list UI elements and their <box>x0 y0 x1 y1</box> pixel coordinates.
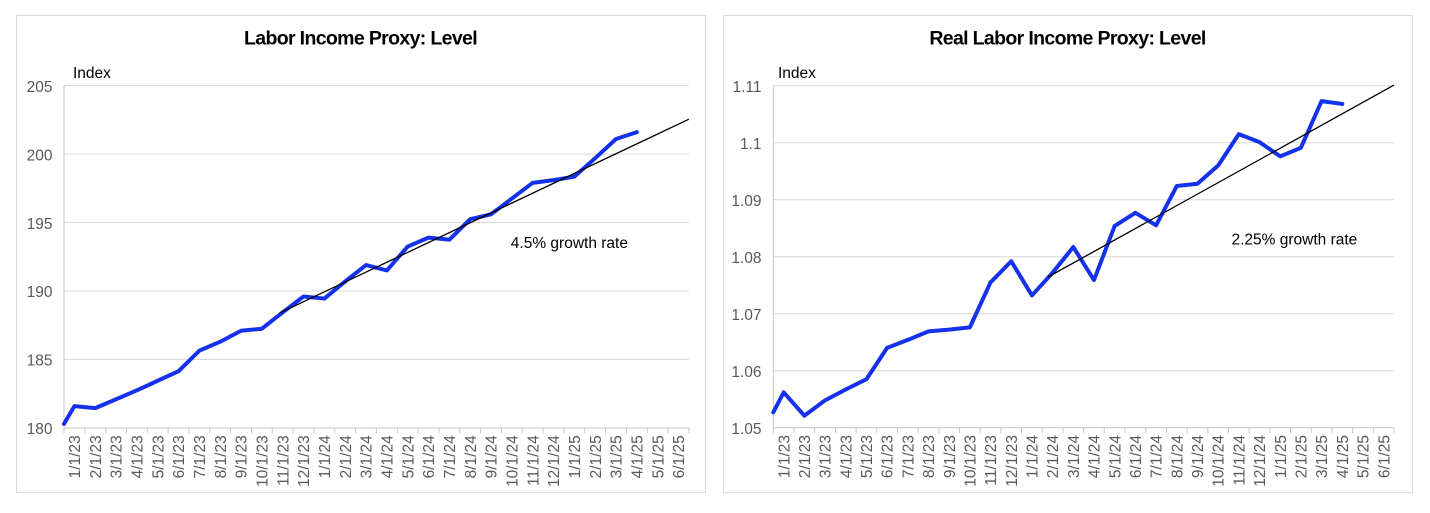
svg-text:200: 200 <box>27 147 53 164</box>
svg-text:2/1/25: 2/1/25 <box>588 435 605 478</box>
svg-text:9/1/24: 9/1/24 <box>484 435 501 478</box>
svg-text:6/1/23: 6/1/23 <box>171 435 188 478</box>
svg-text:6/1/24: 6/1/24 <box>421 435 438 478</box>
svg-text:3/1/24: 3/1/24 <box>1066 435 1083 478</box>
svg-text:6/1/25: 6/1/25 <box>1376 435 1393 478</box>
svg-text:10/1/23: 10/1/23 <box>254 435 271 487</box>
svg-text:9/1/23: 9/1/23 <box>942 435 959 478</box>
svg-text:3/1/23: 3/1/23 <box>818 435 835 478</box>
svg-text:3/1/25: 3/1/25 <box>1314 435 1331 478</box>
svg-text:8/1/23: 8/1/23 <box>921 435 938 478</box>
svg-text:10/1/24: 10/1/24 <box>504 435 521 487</box>
svg-text:2/1/24: 2/1/24 <box>1045 435 1062 478</box>
svg-text:1/1/25: 1/1/25 <box>1273 435 1290 478</box>
svg-text:1.07: 1.07 <box>731 307 761 324</box>
svg-text:4/1/25: 4/1/25 <box>629 435 646 478</box>
svg-text:190: 190 <box>27 284 53 301</box>
svg-text:1.06: 1.06 <box>731 364 761 381</box>
svg-text:11/1/23: 11/1/23 <box>983 435 1000 486</box>
svg-text:12/1/23: 12/1/23 <box>296 435 313 487</box>
svg-text:10/1/24: 10/1/24 <box>1211 435 1228 487</box>
svg-text:1/1/25: 1/1/25 <box>567 435 584 478</box>
svg-text:6/1/24: 6/1/24 <box>1128 435 1145 478</box>
svg-text:7/1/24: 7/1/24 <box>1149 435 1166 478</box>
svg-text:1/1/23: 1/1/23 <box>776 435 793 478</box>
svg-text:4/1/23: 4/1/23 <box>838 435 855 478</box>
svg-text:1.1: 1.1 <box>740 136 762 153</box>
svg-text:7/1/24: 7/1/24 <box>442 435 459 478</box>
svg-text:Real Labor Income Proxy: Level: Real Labor Income Proxy: Level <box>929 28 1206 50</box>
svg-text:12/1/24: 12/1/24 <box>1252 435 1269 487</box>
svg-text:5/1/24: 5/1/24 <box>1107 435 1124 478</box>
svg-text:8/1/24: 8/1/24 <box>1169 435 1186 478</box>
svg-text:8/1/24: 8/1/24 <box>463 435 480 478</box>
svg-text:11/1/24: 11/1/24 <box>1231 435 1248 486</box>
svg-text:2/1/25: 2/1/25 <box>1293 435 1310 478</box>
svg-text:2.25% growth rate: 2.25% growth rate <box>1232 232 1358 249</box>
svg-text:1.08: 1.08 <box>731 250 761 267</box>
svg-text:7/1/23: 7/1/23 <box>900 435 917 478</box>
svg-text:Labor Income Proxy: Level: Labor Income Proxy: Level <box>244 28 477 50</box>
svg-text:4.5% growth rate: 4.5% growth rate <box>511 235 628 252</box>
svg-text:10/1/23: 10/1/23 <box>962 435 979 487</box>
svg-text:12/1/23: 12/1/23 <box>1004 435 1021 487</box>
svg-text:1.05: 1.05 <box>731 421 761 438</box>
svg-text:9/1/24: 9/1/24 <box>1190 435 1207 478</box>
svg-text:Index: Index <box>73 65 111 82</box>
svg-text:4/1/23: 4/1/23 <box>130 435 147 478</box>
svg-text:3/1/24: 3/1/24 <box>359 435 376 478</box>
svg-text:4/1/24: 4/1/24 <box>379 435 396 478</box>
svg-text:4/1/24: 4/1/24 <box>1087 435 1104 478</box>
svg-text:6/1/25: 6/1/25 <box>671 435 688 478</box>
svg-text:1.09: 1.09 <box>731 193 761 210</box>
svg-text:12/1/24: 12/1/24 <box>546 435 563 487</box>
svg-text:5/1/24: 5/1/24 <box>400 435 417 478</box>
svg-text:1.11: 1.11 <box>732 79 761 96</box>
svg-text:8/1/23: 8/1/23 <box>213 435 230 478</box>
svg-text:205: 205 <box>27 79 53 96</box>
svg-text:11/1/23: 11/1/23 <box>275 435 292 486</box>
svg-text:185: 185 <box>27 353 53 370</box>
svg-text:195: 195 <box>27 216 53 233</box>
svg-text:6/1/23: 6/1/23 <box>880 435 897 478</box>
svg-text:5/1/23: 5/1/23 <box>859 435 876 478</box>
svg-text:2/1/23: 2/1/23 <box>797 435 814 478</box>
svg-text:4/1/25: 4/1/25 <box>1335 435 1352 478</box>
svg-text:Index: Index <box>778 65 816 82</box>
svg-text:1/1/24: 1/1/24 <box>317 435 334 478</box>
svg-text:1/1/23: 1/1/23 <box>67 435 84 478</box>
svg-text:5/1/25: 5/1/25 <box>650 435 667 478</box>
svg-text:5/1/23: 5/1/23 <box>150 435 167 478</box>
svg-text:5/1/25: 5/1/25 <box>1356 435 1373 478</box>
svg-text:2/1/23: 2/1/23 <box>88 435 105 478</box>
svg-text:7/1/23: 7/1/23 <box>192 435 209 478</box>
svg-text:2/1/24: 2/1/24 <box>338 435 355 478</box>
svg-text:3/1/25: 3/1/25 <box>609 435 626 478</box>
svg-text:3/1/23: 3/1/23 <box>109 435 126 478</box>
svg-text:1/1/24: 1/1/24 <box>1025 435 1042 478</box>
svg-text:11/1/24: 11/1/24 <box>525 435 542 486</box>
svg-text:180: 180 <box>27 421 53 438</box>
svg-text:9/1/23: 9/1/23 <box>234 435 251 478</box>
